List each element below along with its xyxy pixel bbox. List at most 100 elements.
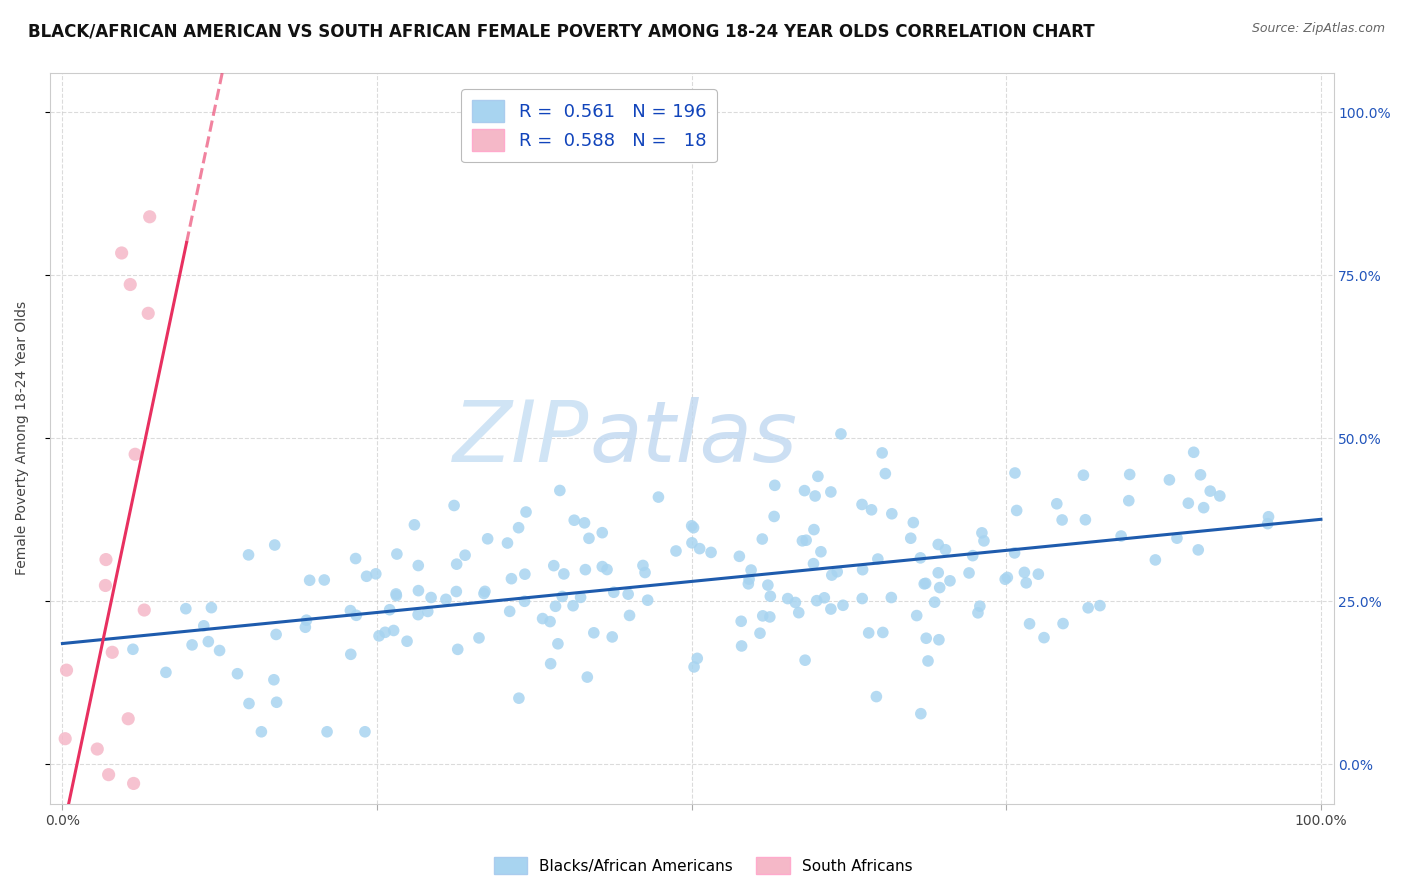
- Point: [408, 583, 430, 598]
- Point: [122, 776, 145, 790]
- Point: [136, 306, 159, 320]
- Point: [574, 563, 596, 577]
- Point: [406, 607, 429, 622]
- Legend: R =  0.561   N = 196, R =  0.588   N =   18: R = 0.561 N = 196, R = 0.588 N = 18: [461, 89, 717, 162]
- Point: [915, 632, 938, 646]
- Point: [446, 557, 468, 571]
- Point: [1182, 445, 1205, 459]
- Point: [404, 517, 426, 532]
- Point: [1018, 616, 1040, 631]
- Point: [1004, 466, 1026, 480]
- Point: [97, 767, 120, 781]
- Point: [934, 542, 956, 557]
- Point: [794, 533, 817, 548]
- Point: [851, 591, 873, 606]
- Point: [416, 604, 439, 618]
- Point: [681, 536, 703, 550]
- Point: [1015, 575, 1038, 590]
- Point: [181, 638, 204, 652]
- Point: [339, 604, 361, 618]
- Legend: Blacks/African Americans, South Africans: Blacks/African Americans, South Africans: [488, 851, 918, 880]
- Point: [804, 489, 827, 503]
- Point: [531, 611, 554, 625]
- Point: [208, 643, 231, 657]
- Point: [447, 642, 470, 657]
- Point: [1074, 513, 1097, 527]
- Point: [865, 690, 887, 704]
- Point: [468, 631, 491, 645]
- Point: [138, 210, 160, 224]
- Point: [406, 558, 429, 573]
- Point: [477, 532, 499, 546]
- Point: [197, 634, 219, 648]
- Point: [665, 544, 688, 558]
- Point: [508, 691, 530, 706]
- Point: [928, 632, 950, 647]
- Point: [94, 552, 117, 566]
- Point: [751, 532, 773, 546]
- Text: BLACK/AFRICAN AMERICAN VS SOUTH AFRICAN FEMALE POVERTY AMONG 18-24 YEAR OLDS COR: BLACK/AFRICAN AMERICAN VS SOUTH AFRICAN …: [28, 22, 1095, 40]
- Point: [763, 478, 786, 492]
- Point: [681, 518, 703, 533]
- Point: [1004, 546, 1026, 560]
- Point: [994, 572, 1017, 586]
- Point: [513, 567, 536, 582]
- Point: [385, 589, 408, 603]
- Point: [344, 551, 367, 566]
- Point: [134, 603, 156, 617]
- Point: [970, 525, 993, 540]
- Point: [738, 572, 761, 586]
- Point: [619, 608, 641, 623]
- Point: [420, 591, 443, 605]
- Point: [569, 591, 592, 605]
- Point: [193, 619, 215, 633]
- Point: [820, 485, 842, 500]
- Point: [294, 620, 316, 634]
- Point: [858, 626, 880, 640]
- Point: [52, 816, 75, 830]
- Point: [547, 637, 569, 651]
- Point: [266, 695, 288, 709]
- Point: [1028, 567, 1050, 582]
- Point: [472, 586, 495, 600]
- Point: [200, 600, 222, 615]
- Point: [905, 608, 928, 623]
- Point: [813, 591, 835, 605]
- Point: [295, 613, 318, 627]
- Point: [866, 552, 889, 566]
- Point: [1189, 467, 1212, 482]
- Point: [730, 614, 752, 628]
- Point: [830, 426, 852, 441]
- Point: [496, 536, 519, 550]
- Point: [793, 483, 815, 498]
- Point: [1257, 516, 1279, 531]
- Point: [603, 585, 626, 599]
- Point: [682, 521, 704, 535]
- Point: [591, 525, 613, 540]
- Y-axis label: Female Poverty Among 18-24 Year Olds: Female Poverty Among 18-24 Year Olds: [15, 301, 30, 575]
- Point: [763, 509, 786, 524]
- Point: [1052, 616, 1074, 631]
- Point: [454, 548, 477, 562]
- Point: [1109, 529, 1132, 543]
- Point: [634, 566, 657, 580]
- Point: [751, 608, 773, 623]
- Point: [544, 599, 567, 614]
- Point: [807, 469, 830, 483]
- Point: [740, 563, 762, 577]
- Point: [803, 557, 825, 571]
- Point: [344, 608, 367, 623]
- Point: [86, 742, 108, 756]
- Point: [578, 531, 600, 545]
- Point: [314, 573, 336, 587]
- Point: [749, 626, 772, 640]
- Point: [728, 549, 751, 564]
- Point: [574, 516, 596, 530]
- Point: [124, 447, 146, 461]
- Point: [382, 624, 405, 638]
- Point: [77, 816, 100, 830]
- Point: [759, 589, 782, 603]
- Point: [385, 587, 408, 601]
- Point: [263, 538, 285, 552]
- Point: [912, 577, 935, 591]
